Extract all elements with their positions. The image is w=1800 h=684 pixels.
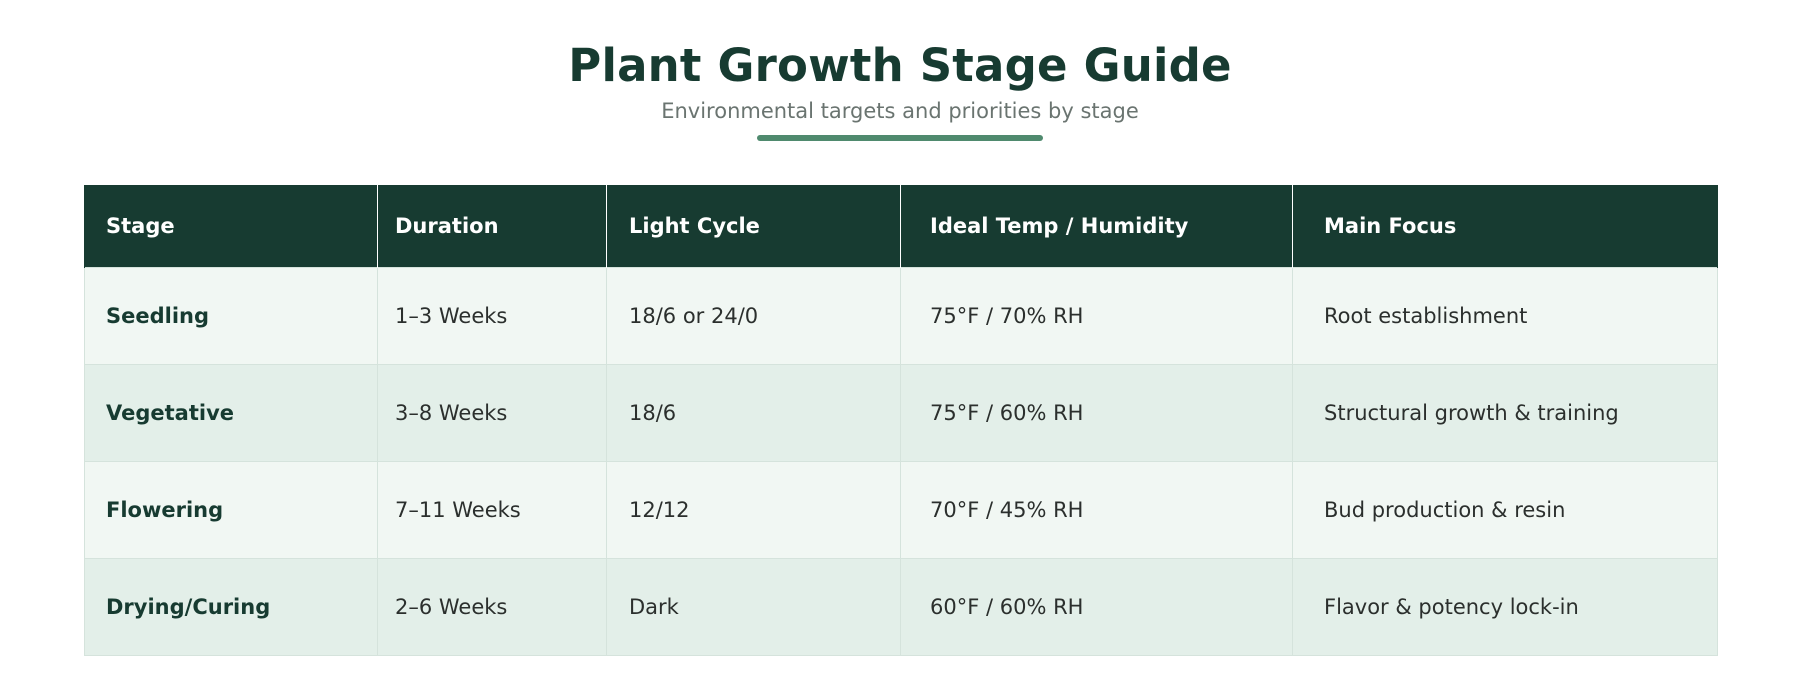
growth-stage-table: Stage Duration Light Cycle Ideal Temp / …: [84, 185, 1718, 656]
page-subtitle: Environmental targets and priorities by …: [661, 99, 1139, 123]
cell-light-cycle: 18/6: [606, 363, 901, 462]
cell-duration: 3–8 Weeks: [377, 363, 607, 462]
cell-stage: Vegetative: [84, 363, 378, 462]
page-title: Plant Growth Stage Guide: [568, 39, 1232, 92]
cell-stage: Flowering: [84, 460, 378, 559]
cell-duration: 7–11 Weeks: [377, 460, 607, 559]
cell-light-cycle: Dark: [606, 557, 901, 656]
cell-duration: 1–3 Weeks: [377, 266, 607, 365]
cell-stage: Seedling: [84, 266, 378, 365]
page-header: Plant Growth Stage Guide Environmental t…: [0, 0, 1800, 141]
table-row: Flowering 7–11 Weeks 12/12 70°F / 45% RH…: [84, 460, 1718, 559]
growth-stage-table-container: Stage Duration Light Cycle Ideal Temp / …: [84, 185, 1718, 656]
table-row: Seedling 1–3 Weeks 18/6 or 24/0 75°F / 7…: [84, 266, 1718, 365]
column-header-main-focus: Main Focus: [1292, 185, 1718, 267]
table-header-row: Stage Duration Light Cycle Ideal Temp / …: [84, 185, 1718, 267]
column-header-temp-humidity: Ideal Temp / Humidity: [900, 185, 1293, 267]
cell-stage: Drying/Curing: [84, 557, 378, 656]
column-header-stage: Stage: [84, 185, 378, 267]
cell-temp-humidity: 75°F / 60% RH: [900, 363, 1293, 462]
cell-main-focus: Flavor & potency lock-in: [1292, 557, 1718, 656]
column-header-light-cycle: Light Cycle: [606, 185, 901, 267]
cell-temp-humidity: 75°F / 70% RH: [900, 266, 1293, 365]
cell-main-focus: Root establishment: [1292, 266, 1718, 365]
cell-light-cycle: 18/6 or 24/0: [606, 266, 901, 365]
table-row: Drying/Curing 2–6 Weeks Dark 60°F / 60% …: [84, 557, 1718, 656]
cell-temp-humidity: 70°F / 45% RH: [900, 460, 1293, 559]
cell-light-cycle: 12/12: [606, 460, 901, 559]
title-underline: [757, 135, 1043, 141]
table-row: Vegetative 3–8 Weeks 18/6 75°F / 60% RH …: [84, 363, 1718, 462]
cell-main-focus: Bud production & resin: [1292, 460, 1718, 559]
cell-main-focus: Structural growth & training: [1292, 363, 1718, 462]
cell-temp-humidity: 60°F / 60% RH: [900, 557, 1293, 656]
column-header-duration: Duration: [377, 185, 607, 267]
cell-duration: 2–6 Weeks: [377, 557, 607, 656]
